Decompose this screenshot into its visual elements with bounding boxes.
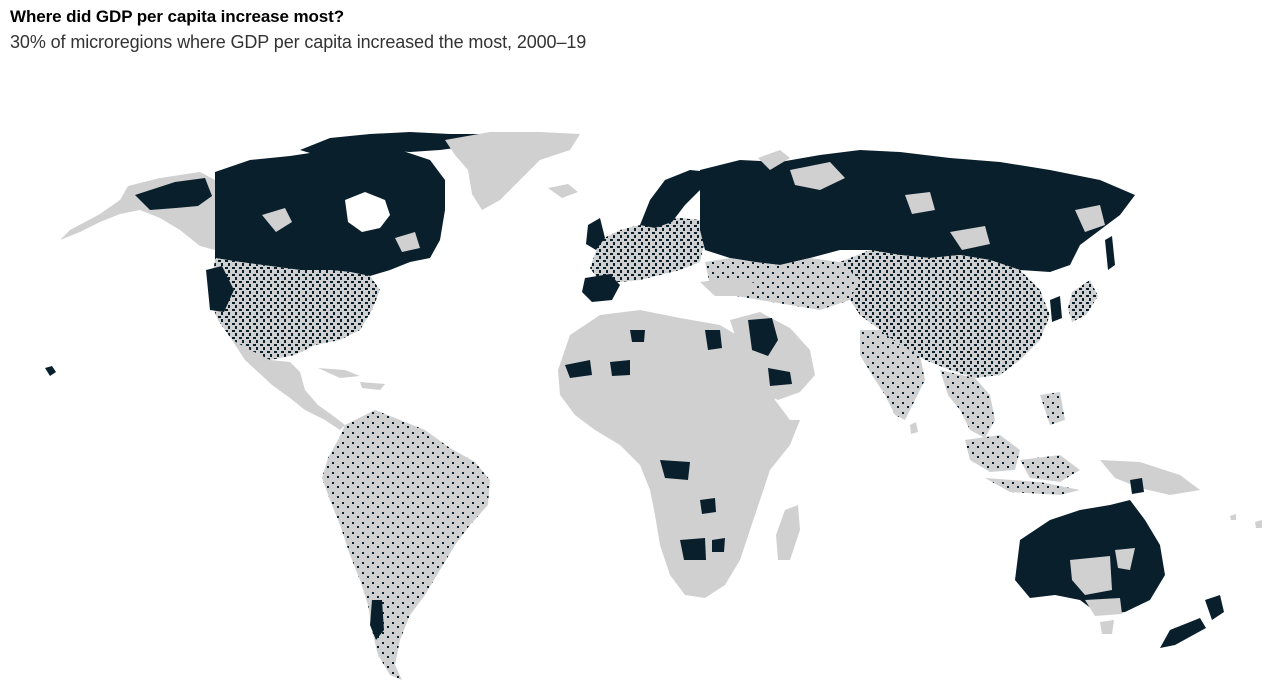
region-hawaii bbox=[45, 366, 56, 376]
region-novaya-zemlya bbox=[758, 150, 790, 170]
region-europe bbox=[590, 218, 705, 282]
region-se-asia bbox=[940, 370, 995, 438]
region-iceland bbox=[548, 184, 578, 198]
region-uk bbox=[586, 218, 605, 250]
region-usa bbox=[210, 258, 380, 360]
region-mexico bbox=[232, 340, 345, 430]
region-iberia bbox=[582, 274, 620, 302]
chart-title: Where did GDP per capita increase most? bbox=[10, 7, 345, 26]
region-japan bbox=[1068, 280, 1098, 322]
region-usa-west bbox=[206, 266, 234, 312]
region-central-asia bbox=[705, 258, 860, 310]
chart-subtitle: 30% of microregions where GDP per capita… bbox=[10, 32, 587, 52]
region-russia-grey bbox=[790, 162, 1105, 250]
region-madagascar bbox=[776, 505, 800, 560]
region-canada bbox=[215, 146, 445, 276]
region-sri-lanka bbox=[910, 422, 918, 434]
region-saudi-highlight bbox=[748, 318, 792, 386]
region-canada-arctic bbox=[300, 132, 480, 156]
region-new-guinea bbox=[1100, 460, 1200, 495]
region-greenland bbox=[445, 132, 580, 210]
region-turkey bbox=[700, 278, 760, 296]
region-south-america bbox=[322, 410, 490, 680]
region-pacific-islands bbox=[1230, 514, 1262, 528]
region-sakhalin bbox=[1105, 236, 1115, 270]
region-chile-highlight bbox=[370, 600, 384, 640]
region-india bbox=[860, 330, 925, 420]
region-tasmania bbox=[1100, 620, 1114, 634]
region-canada-grey bbox=[262, 208, 420, 252]
region-png-highlight bbox=[1130, 478, 1144, 494]
region-alaska-highlight bbox=[135, 178, 212, 210]
region-australia bbox=[1015, 500, 1165, 615]
region-australia-grey bbox=[1070, 548, 1135, 616]
region-scandinavia bbox=[640, 170, 710, 228]
region-new-zealand bbox=[1160, 595, 1224, 648]
region-korea bbox=[1050, 296, 1062, 322]
region-africa bbox=[558, 310, 800, 598]
region-caribbean bbox=[318, 368, 385, 390]
hudson-bay bbox=[345, 192, 390, 232]
region-china bbox=[840, 250, 1050, 378]
region-indonesia bbox=[965, 392, 1080, 495]
